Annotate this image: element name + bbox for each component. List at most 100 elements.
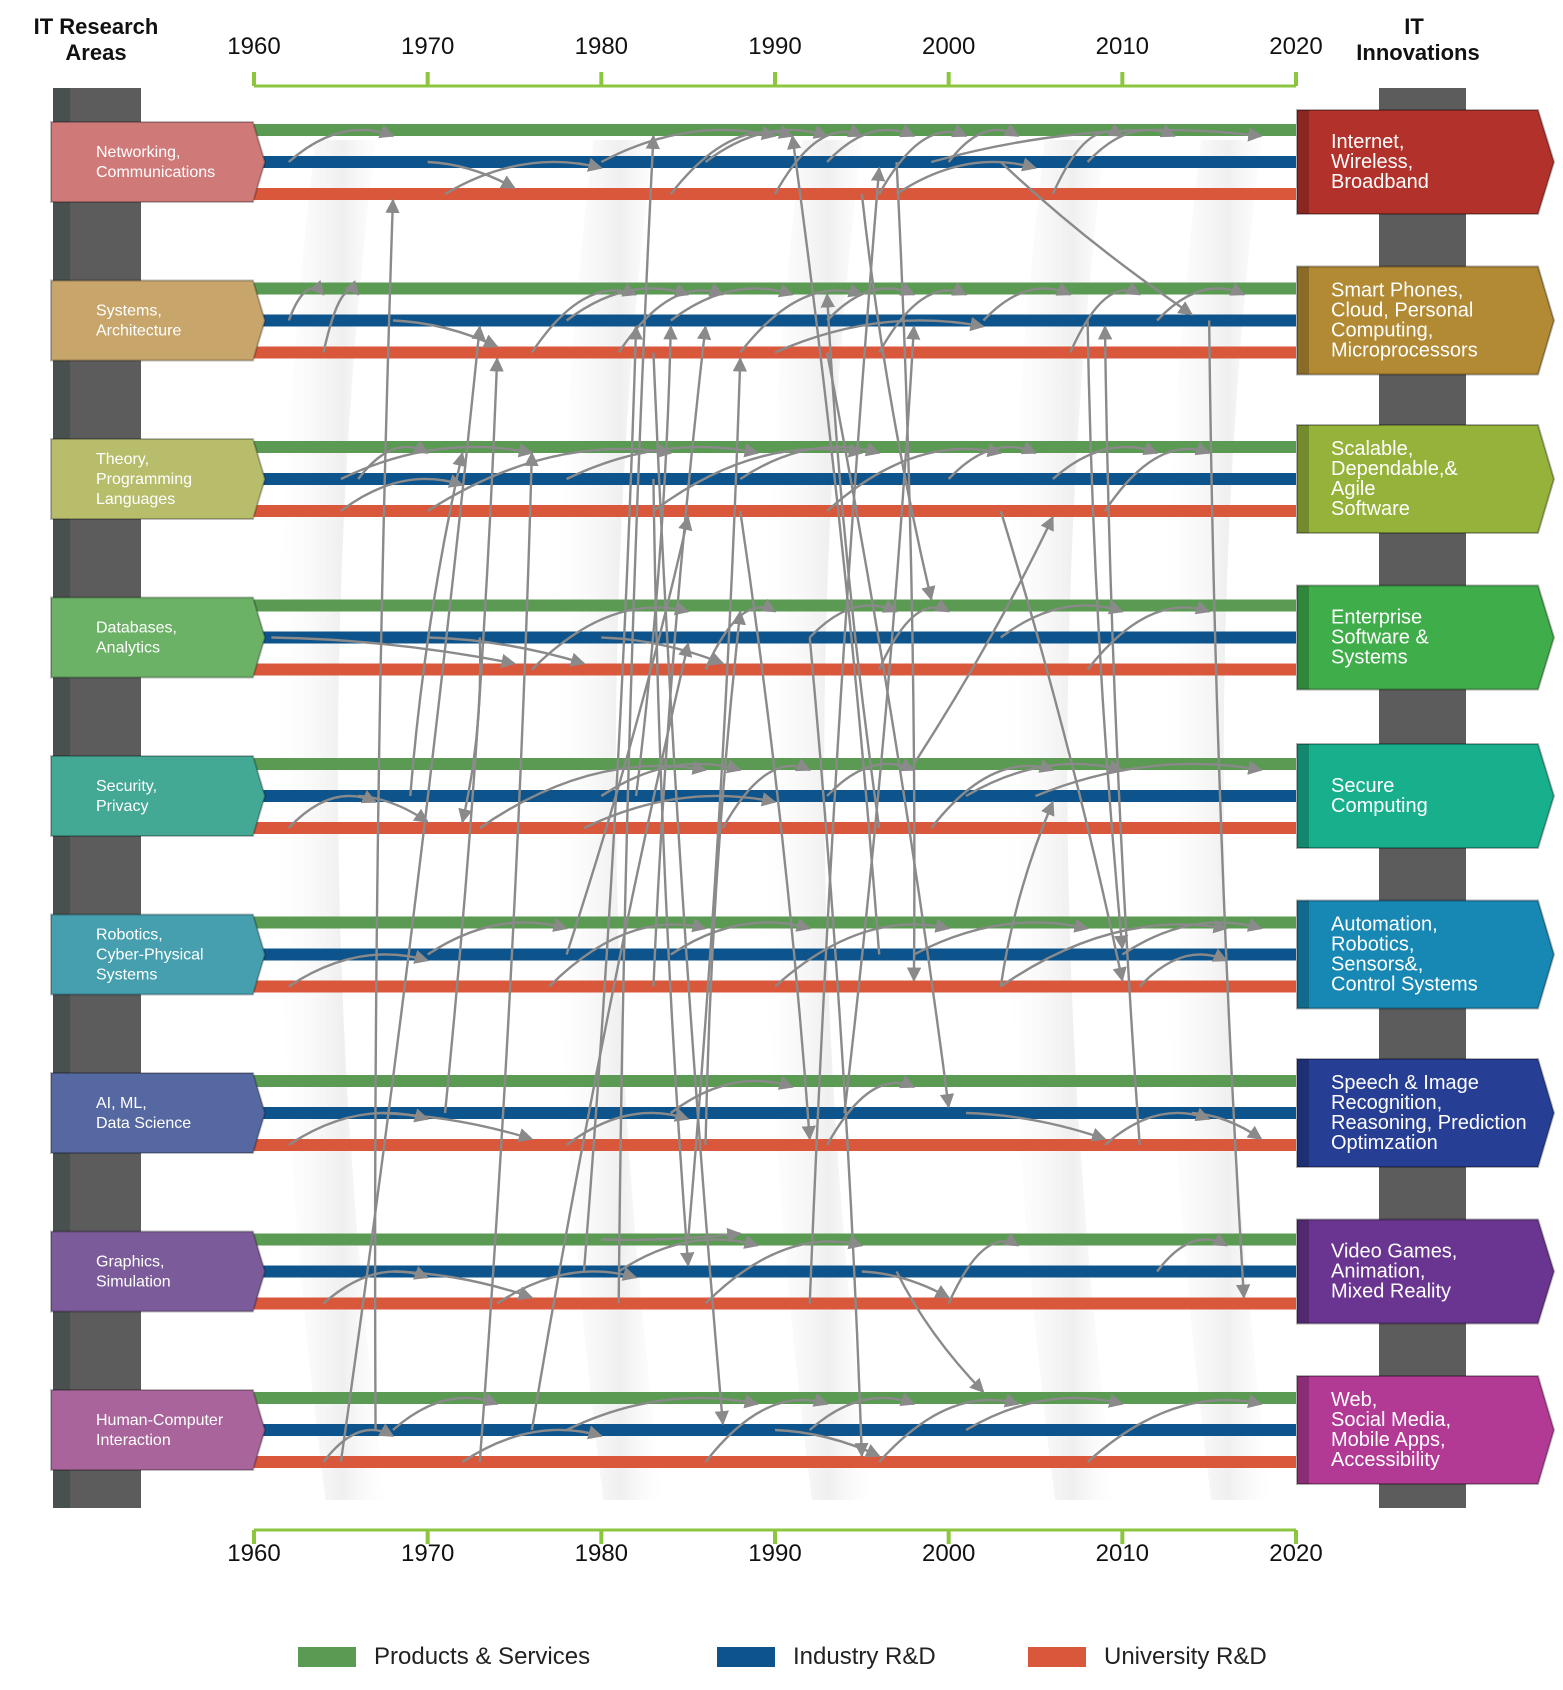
influence-arrow — [947, 441, 1037, 480]
research-area-1: Systems, Architecture — [50, 279, 267, 362]
influence-arrow — [478, 451, 539, 1463]
influence-arrow — [826, 124, 916, 163]
influence-arrow — [739, 510, 816, 1141]
influence-arrow — [820, 293, 881, 829]
research-area-label: Systems — [96, 967, 157, 984]
products-track — [254, 599, 1296, 612]
innovation-label: Automation, — [1331, 914, 1438, 936]
influence-arrow — [895, 1270, 985, 1394]
industry-track — [254, 156, 1296, 168]
year-label: 2010 — [1096, 1540, 1149, 1567]
top-timeline: 1960 1970 1980 1990 2000 2010 2020 — [227, 33, 1323, 88]
influence-arrow — [634, 325, 678, 797]
year-label: 1960 — [227, 1540, 280, 1567]
legend-swatch-industry — [717, 1647, 775, 1667]
innovation-label: Animation, — [1331, 1261, 1426, 1283]
influence-arrow — [287, 790, 377, 829]
influence-arrow — [392, 319, 499, 348]
products-track — [254, 282, 1296, 295]
innovation-chevron — [1296, 899, 1556, 1010]
innovation-label: Mixed Reality — [1331, 1281, 1451, 1303]
year-label: 2020 — [1269, 33, 1322, 60]
industry-track — [254, 314, 1296, 327]
influence-arrow — [1103, 441, 1211, 512]
influence-arrow — [461, 1425, 603, 1464]
research-area-chevron — [50, 121, 267, 203]
influence-arrow — [357, 440, 429, 480]
innovation-chevron-edge — [1297, 266, 1309, 375]
influence-arrow — [1156, 282, 1246, 322]
innovation-label: Enterprise — [1331, 607, 1422, 629]
research-area-label: Robotics, — [96, 927, 163, 944]
innovation-label: Control Systems — [1331, 974, 1478, 996]
influence-arrow — [409, 451, 467, 797]
influence-arrow — [531, 601, 690, 671]
research-area-label: Analytics — [96, 640, 160, 657]
influence-arrow — [427, 918, 568, 956]
products-track — [254, 1233, 1296, 1246]
influence-arrow — [826, 282, 916, 322]
influence-arrow — [704, 1393, 829, 1463]
influence-arrow — [704, 610, 746, 1146]
innovation-label: Sensors&, — [1331, 954, 1423, 976]
research-area-chevron — [50, 1230, 267, 1313]
influence-arrow — [373, 198, 400, 1431]
influence-arrow — [340, 443, 534, 481]
influence-arrow — [1086, 320, 1129, 950]
research-area-label: Databases, — [96, 620, 177, 637]
influence-arrow — [339, 325, 486, 1463]
university-track — [254, 1297, 1296, 1310]
university-track — [254, 1456, 1296, 1468]
research-area-label: Privacy — [96, 798, 148, 815]
year-label: 1990 — [748, 33, 801, 60]
university-track — [254, 1139, 1296, 1151]
innovation-label: Web, — [1331, 1389, 1377, 1411]
influence-arrow — [652, 443, 864, 512]
influence-arrow — [825, 352, 955, 1109]
influence-arrow — [895, 157, 1037, 196]
research-area-label: Languages — [96, 491, 175, 508]
innovation-label: Mobile Apps, — [1331, 1429, 1446, 1451]
influence-arrow — [1104, 1107, 1211, 1146]
influence-arrow — [808, 1392, 916, 1431]
influence-arrow — [287, 279, 325, 321]
influence-arrow — [1069, 281, 1141, 353]
innovation-chevron — [1296, 1218, 1556, 1325]
research-area-label: Security, — [96, 778, 157, 795]
innovation-chevron-edge — [1297, 744, 1309, 848]
innovation-label: Broadband — [1331, 171, 1429, 193]
influence-arrow — [947, 1232, 1020, 1304]
year-label: 1970 — [401, 1540, 454, 1567]
industry-track — [254, 1107, 1296, 1119]
innovation-label: Software — [1331, 498, 1410, 520]
innovation-label: Cloud, Personal — [1331, 300, 1473, 322]
influence-arrow — [566, 1394, 760, 1432]
influence-arrow — [458, 637, 482, 824]
influence-arrow — [1052, 441, 1159, 480]
influence-arrow — [704, 1235, 864, 1305]
year-label: 2010 — [1096, 33, 1149, 60]
innovation-label: Software & — [1331, 627, 1429, 649]
research-area-chevron — [50, 755, 267, 837]
influence-arrow — [652, 325, 712, 987]
innovation-chevron-edge — [1297, 585, 1309, 690]
innovation-label: Accessibility — [1331, 1449, 1440, 1471]
research-area-8: Human-Computer Interaction — [50, 1389, 267, 1471]
legend-item-products: Products & Services — [298, 1640, 590, 1674]
year-label: 2000 — [922, 33, 975, 60]
legend-label-products: Products & Services — [374, 1643, 591, 1670]
innovation-0: Internet,Wireless,Broadband — [1296, 109, 1556, 215]
influence-arrow — [808, 166, 886, 1304]
innovation-5: Automation,Robotics,Sensors&,Control Sys… — [1296, 899, 1556, 1010]
influence-arrow — [340, 474, 464, 512]
innovation-label: Computing — [1331, 795, 1428, 817]
research-area-label: AI, ML, — [96, 1095, 147, 1112]
influence-arrow — [1035, 760, 1263, 798]
research-area-chevron — [50, 1389, 267, 1471]
research-area-label: Interaction — [96, 1432, 171, 1449]
influence-arrow — [878, 282, 968, 354]
influence-arrow — [288, 950, 430, 988]
year-label: 1980 — [575, 1540, 628, 1567]
innovation-label: Internet, — [1331, 131, 1404, 153]
